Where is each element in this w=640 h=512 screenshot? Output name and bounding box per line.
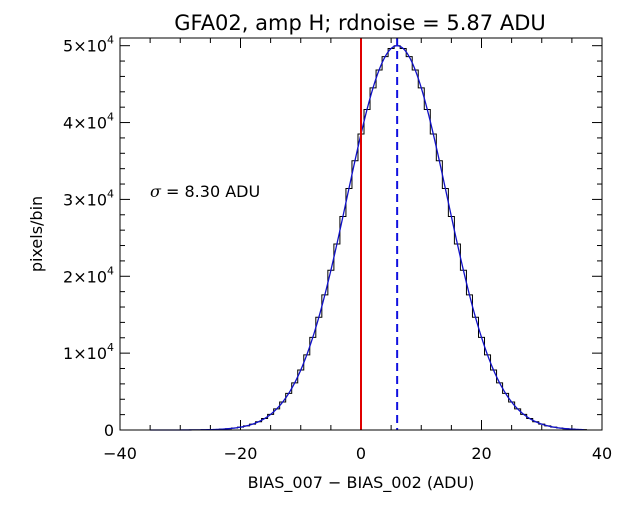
y-tick-label: 2×104	[63, 264, 114, 286]
x-axis-ticks: −40 −20 0 20 40	[103, 38, 612, 463]
x-tick-label: −40	[103, 444, 137, 463]
chart-title: GFA02, amp H; rdnoise = 5.87 ADU	[174, 11, 545, 35]
x-tick-label: −20	[224, 444, 258, 463]
y-axis-ticks: 0 1×104 2×104 3×104 4×104 5×104	[63, 34, 602, 440]
sigma-symbol: σ	[150, 182, 162, 201]
plot-area	[147, 38, 587, 431]
x-axis-label: BIAS_007 − BIAS_002 (ADU)	[248, 473, 475, 493]
x-tick-label: 20	[471, 444, 491, 463]
x-tick-label: 40	[592, 444, 612, 463]
histogram-steps	[147, 45, 587, 431]
plot-frame	[119, 37, 603, 431]
y-tick-label: 3×104	[63, 187, 114, 209]
y-tick-label: 1×104	[63, 341, 114, 363]
sigma-value: = 8.30 ADU	[161, 182, 260, 201]
y-tick-label: 5×104	[63, 34, 114, 56]
gaussian-fit-curve	[150, 45, 584, 431]
y-tick-label: 0	[104, 421, 114, 440]
sigma-annotation: σ = 8.30 ADU	[150, 182, 260, 201]
x-tick-label: 0	[356, 444, 366, 463]
y-tick-label: 4×104	[63, 111, 114, 133]
y-axis-label: pixels/bin	[27, 196, 46, 272]
